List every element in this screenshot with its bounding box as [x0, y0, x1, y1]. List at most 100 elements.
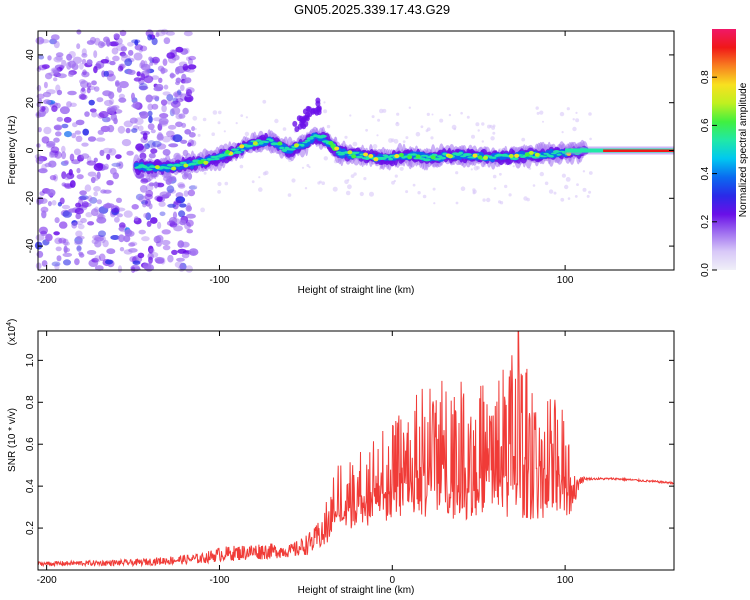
noise-blob — [49, 151, 55, 158]
faint-dot — [588, 171, 593, 175]
faint-dot — [376, 134, 379, 137]
noise-blob — [64, 160, 69, 165]
noise-blob — [76, 235, 85, 240]
faint-dot — [304, 187, 308, 190]
noise-blob — [79, 195, 89, 201]
noise-blob — [157, 65, 165, 72]
noise-blob — [131, 128, 138, 133]
noise-blob — [107, 124, 115, 133]
faint-dot — [564, 184, 569, 190]
noise-blob — [84, 111, 90, 117]
noise-blob — [188, 55, 197, 61]
ridge-core — [255, 139, 262, 142]
noise-blob — [94, 63, 102, 70]
noise-blob — [182, 79, 189, 84]
noise-blob — [167, 124, 177, 130]
faint-dot — [194, 127, 197, 131]
noise-blob — [103, 163, 109, 170]
noise-blob — [68, 169, 73, 176]
faint-dot — [589, 137, 592, 141]
faint-dot — [344, 135, 348, 139]
noise-blob — [63, 182, 73, 188]
noise-blob — [80, 218, 87, 223]
noise-blob — [179, 262, 187, 271]
faint-dot — [561, 131, 564, 134]
noise-blob — [82, 128, 89, 136]
noise-blob — [98, 230, 106, 237]
noise-blob — [188, 185, 198, 190]
noise-blob — [98, 111, 109, 118]
ridge-hotspot — [294, 143, 299, 148]
noise-blob — [180, 139, 188, 144]
faint-dot — [395, 122, 400, 127]
noise-blob — [169, 72, 175, 79]
noise-blob — [162, 245, 171, 251]
noise-blob — [75, 119, 85, 126]
noise-blob — [61, 59, 67, 67]
noise-blob — [116, 86, 122, 93]
noise-blob — [53, 174, 58, 182]
snr-x-label: Height of straight line (km) — [298, 585, 415, 596]
faint-dot — [575, 118, 580, 123]
ridge-core — [410, 153, 418, 156]
faint-dot — [353, 172, 357, 176]
noise-blob — [109, 98, 115, 105]
noise-blob — [171, 249, 178, 255]
ridge-hotspot — [415, 154, 421, 159]
faint-dot — [448, 113, 452, 117]
ridge-core — [458, 151, 463, 155]
noise-blob — [96, 199, 103, 205]
noise-blob — [55, 52, 64, 58]
noise-blob — [148, 256, 153, 264]
noise-blob — [108, 148, 117, 156]
noise-blob — [50, 34, 60, 41]
noise-blob — [118, 97, 127, 103]
ridge-core — [233, 150, 242, 154]
noise-blob — [52, 69, 60, 75]
faint-dot — [504, 184, 508, 189]
ridge-hotspot — [447, 154, 453, 159]
noise-blob — [41, 210, 47, 219]
noise-blob — [66, 53, 73, 61]
noise-blob — [111, 47, 119, 55]
noise-blob — [170, 100, 181, 108]
faint-dot — [422, 194, 427, 199]
noise-blob — [56, 89, 63, 96]
noise-blob — [66, 61, 72, 70]
noise-blob — [45, 72, 53, 80]
colorbar: 0.0 0.2 0.4 0.6 0.8 Normalized spectral ampl… — [700, 29, 749, 277]
noise-blob — [153, 86, 163, 92]
noise-blob — [151, 103, 159, 110]
noise-blob — [76, 174, 84, 180]
noise-blob — [175, 98, 184, 103]
faint-dot — [415, 131, 421, 137]
noise-blob — [175, 121, 183, 128]
noise-blob — [106, 153, 111, 160]
noise-blob — [81, 71, 90, 78]
noise-blob — [56, 255, 62, 262]
faint-dot — [394, 174, 398, 178]
ridge-core — [300, 143, 305, 147]
faint-dot — [487, 124, 491, 129]
ridge-core — [279, 146, 285, 150]
ridge-hotspot — [398, 152, 404, 157]
noise-blob — [185, 205, 192, 212]
faint-dot — [439, 118, 444, 123]
noise-blob — [152, 140, 162, 148]
noise-blob — [157, 132, 163, 140]
noise-blob — [46, 89, 56, 95]
faint-dot — [396, 112, 400, 116]
noise-blob — [80, 153, 90, 159]
noise-blob — [125, 127, 131, 134]
y-tick-label: 0.8 — [25, 395, 36, 409]
noise-blob — [156, 196, 163, 202]
noise-blob — [138, 85, 149, 91]
noise-blob — [123, 235, 131, 243]
noise-blob — [148, 56, 153, 62]
noise-blob — [94, 174, 99, 181]
ridge-branch — [315, 100, 321, 107]
noise-blob — [123, 249, 133, 255]
noise-blob — [53, 40, 60, 49]
noise-blob — [118, 234, 125, 243]
noise-blob — [104, 99, 113, 107]
